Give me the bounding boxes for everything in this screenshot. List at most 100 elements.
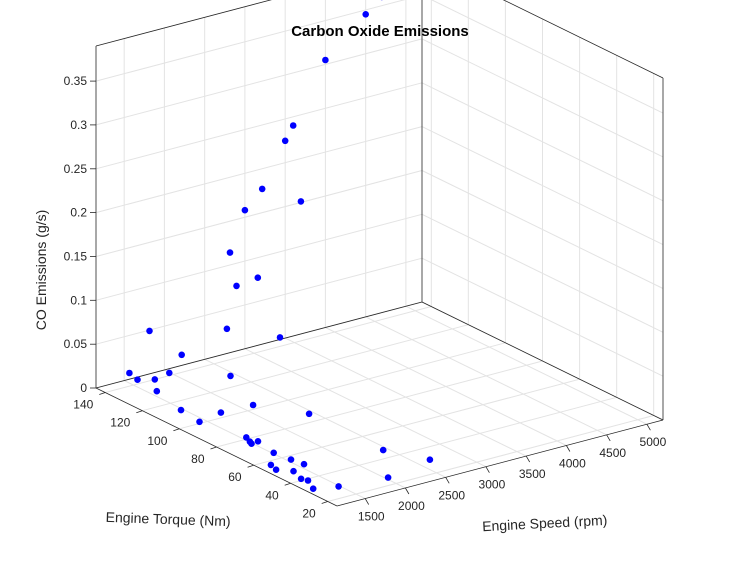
wall-gridline [95, 213, 423, 301]
data-point [290, 467, 297, 475]
y-tick-mark [136, 410, 143, 414]
data-point [267, 461, 275, 469]
data-point [249, 401, 257, 409]
x-tick-label: 3000 [479, 478, 506, 492]
wall-gridline [95, 38, 423, 126]
data-point [217, 409, 225, 416]
x-tick-mark [445, 477, 450, 484]
x-tick-label: 2500 [438, 488, 465, 502]
data-point [304, 477, 312, 484]
y-tick-mark [284, 482, 291, 486]
box-edge [95, 301, 423, 389]
data-point [270, 449, 278, 457]
data-point [233, 282, 240, 290]
data-point [223, 325, 231, 333]
x-axis-label: Engine Speed (rpm) [482, 512, 608, 535]
z-tick-label: 0.15 [64, 250, 88, 264]
y-tick-label: 40 [265, 488, 279, 502]
x-tick-label: 3500 [519, 467, 546, 481]
y-tick-label: 20 [302, 507, 316, 521]
x-tick-mark [646, 423, 651, 431]
x-tick-label: 2000 [398, 499, 425, 513]
data-point [146, 327, 153, 335]
data-point [226, 249, 234, 256]
z-tick-label: 0.1 [70, 293, 87, 307]
wall-gridline [421, 38, 664, 158]
wall-gridline [421, 213, 664, 333]
data-point [196, 418, 203, 426]
z-tick-label: 0.3 [70, 118, 87, 132]
wall-gridline [95, 0, 406, 82]
y-axis-label: Engine Torque (Nm) [105, 509, 231, 529]
data-point [134, 376, 141, 384]
x-tick-mark [606, 434, 611, 442]
data-point [289, 122, 297, 129]
y-tick-label: 60 [228, 470, 242, 484]
wall-gridline [95, 126, 423, 214]
x-tick-mark [566, 445, 571, 452]
data-point [126, 369, 133, 377]
data-point [335, 483, 342, 490]
data-point [287, 456, 295, 463]
y-tick-label: 100 [147, 434, 167, 448]
data-point [178, 351, 185, 359]
z-tick-label: 0.35 [64, 74, 88, 88]
data-point [227, 372, 234, 380]
floor-gridline [142, 324, 469, 412]
x-tick-mark [364, 498, 370, 505]
data-point [305, 410, 313, 418]
box-edge [421, 301, 664, 421]
box-edge [502, 0, 664, 79]
wall-gridline [95, 257, 423, 345]
z-tick-label: 0 [80, 381, 87, 395]
floor-gridline [327, 415, 654, 502]
data-point [276, 334, 284, 341]
data-point [254, 274, 262, 282]
x-tick-label: 4000 [559, 457, 586, 471]
data-point [426, 456, 434, 464]
floor-gridline [290, 396, 617, 484]
data-point [281, 137, 289, 145]
data-point [166, 369, 173, 377]
data-point [153, 387, 161, 395]
chart-title: Carbon Oxide Emissions [291, 23, 469, 40]
floor-gridline [105, 306, 432, 393]
data-point [309, 485, 317, 493]
x-tick-mark [405, 487, 410, 495]
x-tick-label: 1500 [358, 510, 385, 524]
tick-labels: 1500 2000 2500 3000 3500 4000 4500 5000 20 40 60 80… [64, 74, 667, 523]
data-point [243, 434, 250, 441]
data-point [300, 460, 308, 468]
x-tick-label: 5000 [640, 435, 667, 449]
data-point [151, 376, 159, 383]
box-frame [95, 0, 664, 507]
y-tick-label: 120 [110, 416, 130, 430]
wall-gridline [421, 82, 664, 202]
floor-gridline [216, 360, 543, 448]
data-point [362, 11, 370, 18]
y-tick-label: 140 [73, 398, 93, 412]
z-axis-label: CO Emissions (g/s) [33, 210, 49, 331]
y-tick-mark [173, 428, 180, 432]
data-point [322, 56, 329, 64]
data-point [297, 198, 305, 205]
x-tick-label: 4500 [599, 446, 626, 460]
data-point [177, 406, 185, 414]
y-tick-mark [321, 501, 328, 504]
data-point [241, 206, 249, 214]
data-point [254, 438, 262, 445]
data-point [297, 475, 305, 483]
wall-gridline [430, 0, 664, 114]
data-point [384, 474, 392, 481]
wall-gridline [95, 170, 423, 257]
box-edge [336, 419, 664, 507]
wall-gridline [421, 126, 664, 246]
floor-gridline [179, 342, 506, 430]
data-point [272, 466, 280, 474]
y-tick-mark [247, 464, 254, 468]
y-tick-mark [210, 446, 217, 450]
x-tick-mark [485, 466, 490, 473]
floor-gridline [253, 378, 580, 466]
